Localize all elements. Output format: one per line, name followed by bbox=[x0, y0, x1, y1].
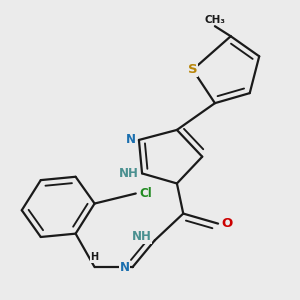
Text: NH: NH bbox=[132, 230, 152, 244]
Text: N: N bbox=[119, 261, 129, 274]
Text: H: H bbox=[91, 252, 99, 262]
Text: S: S bbox=[188, 63, 198, 76]
Text: Cl: Cl bbox=[139, 187, 152, 200]
Text: O: O bbox=[221, 217, 232, 230]
Text: NH: NH bbox=[119, 167, 139, 180]
Text: CH₃: CH₃ bbox=[204, 14, 225, 25]
Text: N: N bbox=[126, 134, 136, 146]
